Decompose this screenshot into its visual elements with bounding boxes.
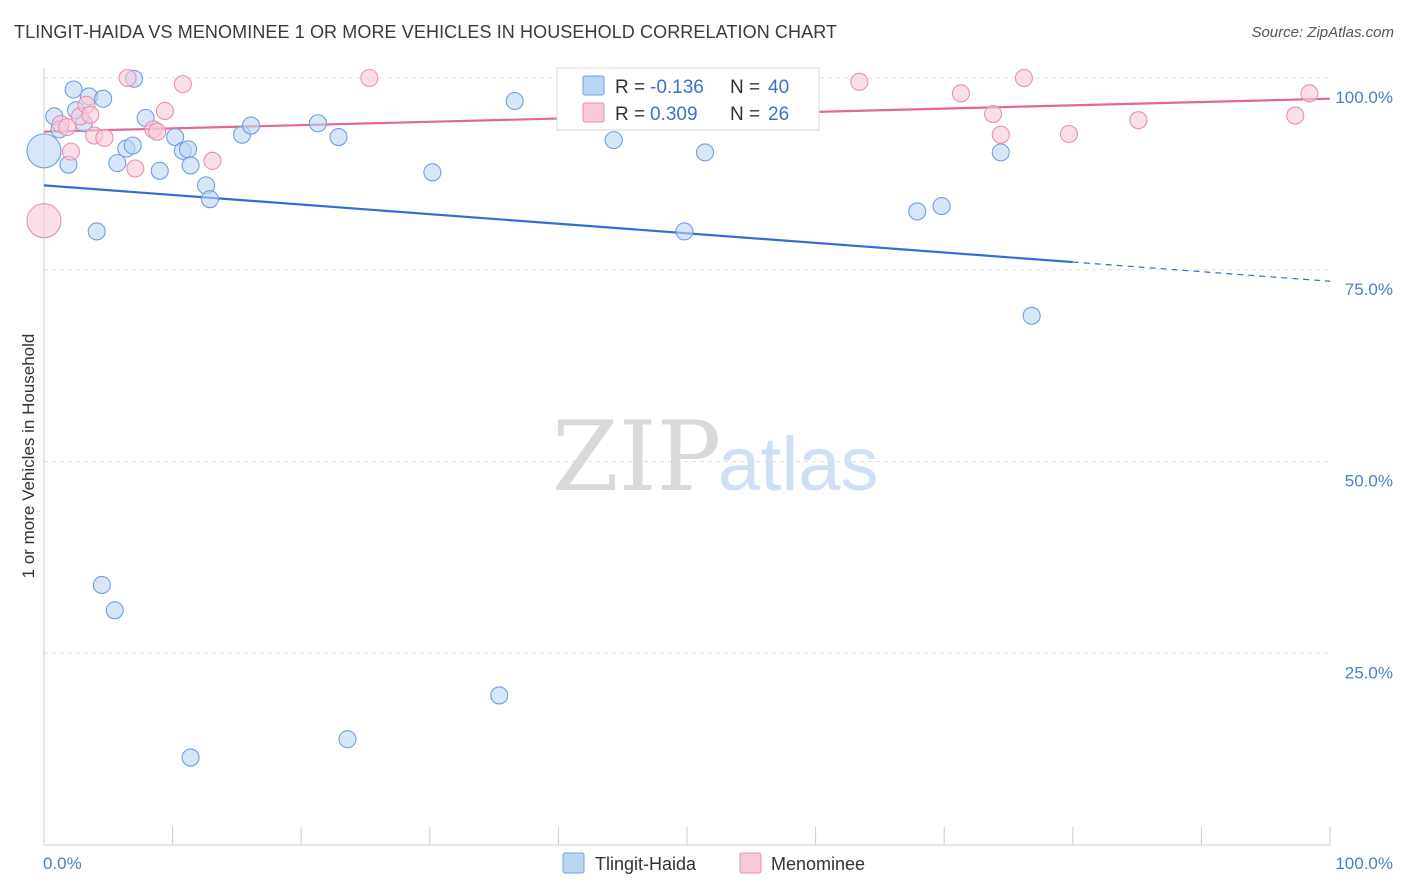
y-tick-label: 50.0% <box>1345 472 1393 491</box>
series-legend-label-menominee: Menominee <box>771 854 865 874</box>
legend-n-value-menominee: 26 <box>768 104 789 125</box>
point-tlingit-haida <box>92 575 111 595</box>
trend-line-tlingit-haida <box>43 184 1073 264</box>
x-tick-labels: 0.0% 100.0% <box>43 854 1393 873</box>
point-menominee <box>173 75 192 94</box>
point-menominee <box>1286 106 1305 125</box>
point-tlingit-haida <box>87 222 106 241</box>
point-tlingit-haida <box>150 161 169 180</box>
chart-title: TLINGIT-HAIDA VS MENOMINEE 1 OR MORE VEH… <box>14 22 838 42</box>
point-menominee <box>203 151 222 170</box>
point-tlingit-haida <box>64 80 83 99</box>
legend-r-label-menominee: R = <box>615 104 645 125</box>
point-tlingit-haida <box>241 116 261 135</box>
legend-n-label-tlingit-haida: N = <box>730 77 760 98</box>
point-tlingit-haida <box>181 748 200 767</box>
point-tlingit-haida <box>94 89 113 108</box>
point-tlingit-haida <box>200 190 219 209</box>
point-menominee <box>1300 84 1319 103</box>
point-tlingit-haida <box>675 222 694 241</box>
x-tick-label: 0.0% <box>43 854 82 873</box>
point-menominee <box>126 159 145 178</box>
watermark-zip: ZIP <box>552 401 721 513</box>
point-tlingit-haida <box>26 133 62 169</box>
watermark-atlas: atlas <box>718 422 879 507</box>
y-tick-label: 100.0% <box>1335 88 1393 107</box>
y-axis-label: 1 or more Vehicles in Household <box>19 334 38 579</box>
y-tick-label: 75.0% <box>1345 280 1393 299</box>
legend-r-value-tlingit-haida: -0.136 <box>650 77 704 98</box>
point-tlingit-haida <box>123 136 142 155</box>
data-points <box>26 68 1319 767</box>
point-menominee <box>155 101 174 121</box>
point-tlingit-haida <box>329 128 348 147</box>
point-tlingit-haida <box>423 163 442 182</box>
point-tlingit-haida <box>338 730 357 749</box>
series-legend: Tlingit-Haida Menominee <box>562 852 865 874</box>
point-menominee <box>1129 111 1148 130</box>
x-tick-label: 100.0% <box>1335 854 1393 873</box>
point-menominee <box>951 84 970 103</box>
point-menominee <box>1059 124 1078 144</box>
point-tlingit-haida <box>490 686 509 705</box>
point-menominee <box>1014 68 1033 88</box>
point-tlingit-haida <box>166 128 185 147</box>
watermark: ZIP atlas <box>552 401 879 513</box>
legend-swatch-tlingit-haida <box>582 75 605 96</box>
point-menominee <box>991 125 1010 144</box>
point-menominee <box>360 68 379 88</box>
point-tlingit-haida <box>108 154 127 173</box>
point-menominee <box>26 203 62 239</box>
point-menominee <box>61 142 81 161</box>
point-menominee <box>148 122 167 141</box>
point-menominee <box>118 68 137 88</box>
point-tlingit-haida <box>991 143 1010 162</box>
point-menominee <box>850 72 869 91</box>
point-tlingit-haida <box>932 197 951 216</box>
axes <box>43 68 1331 846</box>
legend-n-value-tlingit-haida: 40 <box>768 77 789 98</box>
trend-line-extension-tlingit-haida <box>1072 261 1331 282</box>
legend-swatch-menominee <box>582 102 605 123</box>
y-tick-labels: 25.0% 50.0% 75.0% 100.0% <box>1335 88 1393 682</box>
series-legend-label-tlingit-haida: Tlingit-Haida <box>595 854 697 874</box>
grid-lines <box>44 77 1330 654</box>
legend-n-label-menominee: N = <box>730 104 760 125</box>
series-legend-swatch-tlingit-haida <box>562 852 585 874</box>
legend-box: R = -0.136 N = 40 R = 0.309 N = 26 <box>556 67 820 131</box>
point-tlingit-haida <box>1022 306 1041 325</box>
point-tlingit-haida <box>308 114 327 133</box>
point-tlingit-haida <box>604 131 623 150</box>
source-label: Source: ZipAtlas.com <box>1251 24 1394 41</box>
point-tlingit-haida <box>178 140 198 159</box>
point-tlingit-haida <box>695 143 715 162</box>
point-menominee <box>81 105 100 124</box>
legend-r-value-menominee: 0.309 <box>650 104 698 125</box>
point-menominee <box>58 118 77 137</box>
point-menominee <box>95 128 114 147</box>
point-menominee <box>984 104 1003 124</box>
point-tlingit-haida <box>505 91 524 111</box>
point-tlingit-haida <box>181 156 200 175</box>
y-tick-label: 25.0% <box>1345 663 1393 682</box>
point-tlingit-haida <box>908 202 927 221</box>
legend-r-label-tlingit-haida: R = <box>615 77 645 98</box>
series-legend-swatch-menominee <box>739 852 762 874</box>
point-tlingit-haida <box>105 601 124 620</box>
